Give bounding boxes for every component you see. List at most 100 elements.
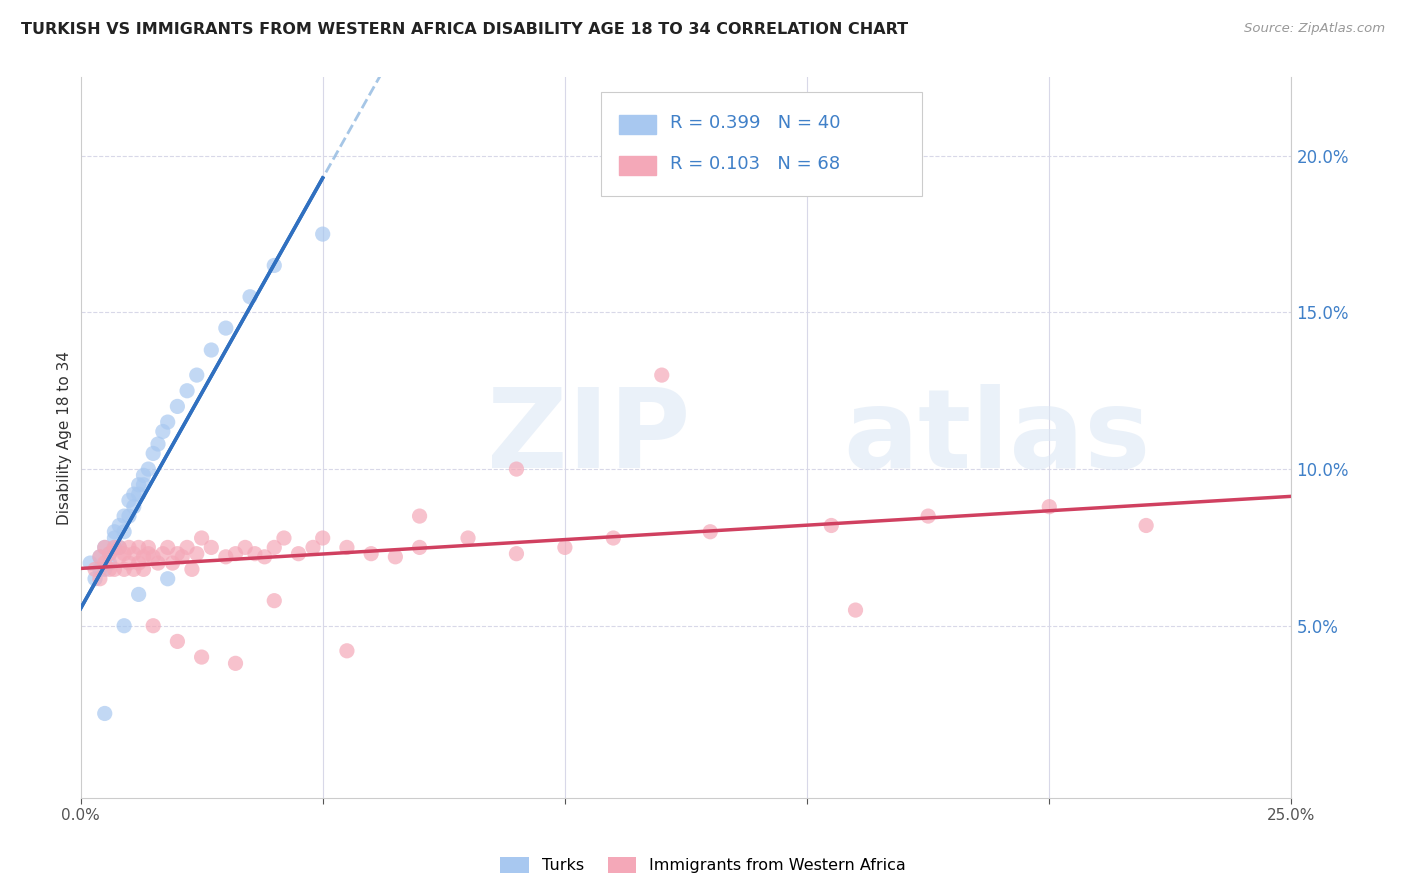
Point bbox=[225, 657, 247, 671]
Point bbox=[98, 547, 121, 561]
Point bbox=[108, 549, 131, 564]
Point bbox=[273, 531, 295, 545]
Point bbox=[239, 290, 262, 304]
Point bbox=[651, 368, 673, 383]
Point bbox=[243, 547, 266, 561]
Point bbox=[103, 562, 125, 576]
Point bbox=[186, 368, 208, 383]
Point bbox=[93, 556, 115, 570]
Text: R = 0.103   N = 68: R = 0.103 N = 68 bbox=[671, 155, 841, 173]
Point bbox=[98, 562, 121, 576]
Point bbox=[1135, 518, 1157, 533]
Point bbox=[132, 477, 155, 491]
Text: Source: ZipAtlas.com: Source: ZipAtlas.com bbox=[1244, 22, 1385, 36]
Point bbox=[200, 343, 222, 357]
Point bbox=[108, 518, 131, 533]
Point bbox=[156, 572, 179, 586]
Point bbox=[112, 524, 135, 539]
Point bbox=[152, 547, 174, 561]
Text: atlas: atlas bbox=[844, 384, 1150, 491]
Point bbox=[108, 541, 131, 555]
Point bbox=[166, 547, 188, 561]
Point bbox=[336, 644, 359, 658]
Point bbox=[215, 549, 238, 564]
Point bbox=[699, 524, 721, 539]
Point bbox=[122, 547, 145, 561]
Point bbox=[132, 562, 155, 576]
Point bbox=[84, 562, 107, 576]
Point bbox=[112, 619, 135, 633]
Point bbox=[118, 509, 141, 524]
Point bbox=[602, 531, 624, 545]
Point bbox=[176, 541, 198, 555]
Legend: Turks, Immigrants from Western Africa: Turks, Immigrants from Western Africa bbox=[494, 850, 912, 880]
Point bbox=[312, 227, 335, 241]
Point bbox=[190, 531, 212, 545]
Point bbox=[122, 500, 145, 514]
Point bbox=[505, 462, 527, 476]
Point bbox=[263, 541, 285, 555]
Point bbox=[384, 549, 406, 564]
Point bbox=[122, 487, 145, 501]
Point bbox=[136, 462, 159, 476]
Point bbox=[820, 518, 842, 533]
Point bbox=[132, 468, 155, 483]
Point bbox=[336, 541, 359, 555]
Point bbox=[132, 549, 155, 564]
Point bbox=[146, 556, 169, 570]
Point bbox=[408, 509, 430, 524]
Point bbox=[89, 549, 111, 564]
Point bbox=[505, 547, 527, 561]
Point bbox=[136, 541, 159, 555]
Point bbox=[190, 650, 212, 665]
Point bbox=[89, 572, 111, 586]
Text: ZIP: ZIP bbox=[488, 384, 690, 491]
Point bbox=[166, 400, 188, 414]
Point bbox=[200, 541, 222, 555]
Point bbox=[128, 556, 150, 570]
Point bbox=[112, 509, 135, 524]
Point bbox=[233, 541, 256, 555]
Point bbox=[457, 531, 479, 545]
Point bbox=[93, 541, 115, 555]
Point bbox=[128, 477, 150, 491]
Point bbox=[84, 572, 107, 586]
Point bbox=[162, 556, 184, 570]
Point bbox=[215, 321, 238, 335]
Point bbox=[917, 509, 939, 524]
Point bbox=[112, 562, 135, 576]
Point bbox=[253, 549, 276, 564]
Point bbox=[79, 556, 101, 570]
Point bbox=[89, 562, 111, 576]
Point bbox=[98, 547, 121, 561]
Point bbox=[146, 437, 169, 451]
Y-axis label: Disability Age 18 to 34: Disability Age 18 to 34 bbox=[58, 351, 72, 524]
Point bbox=[118, 541, 141, 555]
Bar bbox=[620, 115, 655, 134]
Point bbox=[172, 549, 194, 564]
Point bbox=[136, 547, 159, 561]
Point bbox=[176, 384, 198, 398]
Point bbox=[844, 603, 866, 617]
Point bbox=[93, 562, 115, 576]
FancyBboxPatch shape bbox=[602, 92, 922, 196]
Point bbox=[225, 547, 247, 561]
Point bbox=[554, 541, 576, 555]
Point bbox=[128, 587, 150, 601]
Point bbox=[112, 547, 135, 561]
Point bbox=[156, 541, 179, 555]
Point bbox=[128, 487, 150, 501]
Point bbox=[142, 549, 165, 564]
Point bbox=[118, 493, 141, 508]
Point bbox=[186, 547, 208, 561]
Point bbox=[103, 541, 125, 555]
Text: R = 0.399   N = 40: R = 0.399 N = 40 bbox=[671, 114, 841, 132]
Point bbox=[181, 562, 204, 576]
Point bbox=[166, 634, 188, 648]
Point bbox=[142, 619, 165, 633]
Point bbox=[263, 259, 285, 273]
Text: TURKISH VS IMMIGRANTS FROM WESTERN AFRICA DISABILITY AGE 18 TO 34 CORRELATION CH: TURKISH VS IMMIGRANTS FROM WESTERN AFRIC… bbox=[21, 22, 908, 37]
Bar bbox=[620, 156, 655, 175]
Point bbox=[93, 541, 115, 555]
Point bbox=[89, 549, 111, 564]
